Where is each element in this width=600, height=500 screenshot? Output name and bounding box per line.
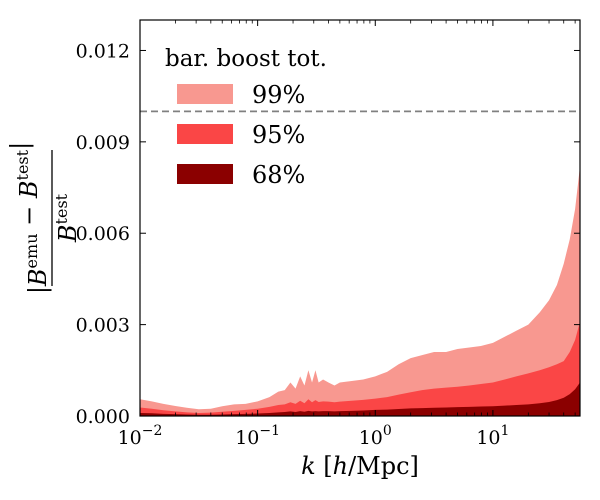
- legend-swatch: [177, 84, 233, 104]
- area-band-2: [140, 321, 580, 416]
- y-tick-label: 0.006: [76, 223, 130, 245]
- x-tick-label: 10−2: [118, 423, 163, 449]
- y-tick-label: 0.000: [76, 406, 130, 428]
- area-band-1: [140, 166, 580, 416]
- x-tick-label: 101: [476, 423, 509, 449]
- y-label-denominator: Btest: [52, 193, 82, 243]
- legend-label: 99%: [252, 81, 305, 109]
- legend: bar. boost tot. 99% 95% 68%: [165, 46, 327, 189]
- legend-entries: 99% 95% 68%: [177, 81, 305, 189]
- legend-title: bar. boost tot.: [165, 46, 327, 72]
- legend-label: 95%: [252, 121, 305, 149]
- x-tick-label: 100: [359, 423, 392, 449]
- plot-frame: [139, 19, 581, 417]
- area-band-3: [140, 382, 580, 416]
- x-tick-label: 10−1: [235, 423, 280, 449]
- legend-label: 68%: [252, 161, 305, 189]
- y-axis-label: |Bemu − Btest|Btest: [6, 142, 82, 294]
- y-tick-label: 0.012: [76, 40, 130, 62]
- legend-swatch: [177, 124, 233, 144]
- y-tick-label: 0.003: [76, 315, 130, 337]
- axis-tick-labels: 0.000 0.003 0.006 0.009 0.012 10−2 10−1 100 101: [76, 40, 510, 449]
- y-label-numerator: |Bemu − Btest|: [6, 142, 53, 294]
- x-axis-label: k [h/Mpc]: [301, 452, 419, 480]
- y-tick-label: 0.009: [76, 132, 130, 154]
- series-areas: [140, 166, 580, 416]
- legend-swatch: [177, 164, 233, 184]
